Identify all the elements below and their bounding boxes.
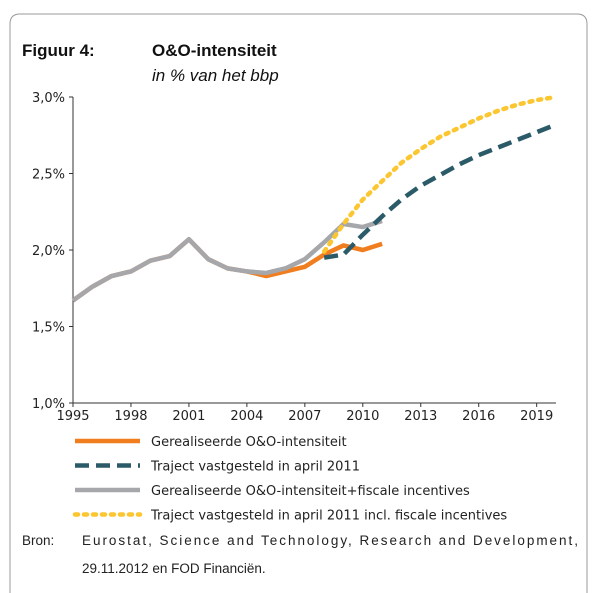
legend-label: Traject vastgesteld in april 2011 [150, 460, 360, 475]
x-tick-label: 2016 [462, 409, 495, 424]
x-tick-label: 1995 [56, 409, 89, 424]
source-text: 29.11.2012 en FOD Financiën. [82, 561, 266, 576]
y-tick-label: 3,0% [32, 91, 65, 106]
series-line [321, 94, 559, 254]
source-text: Eurostat, Science and Technology, Resear… [82, 533, 578, 548]
x-tick-label: 2019 [520, 409, 553, 424]
legend-label: Gerealiseerde O&O-intensiteit [151, 435, 347, 450]
x-tick-label: 2001 [172, 409, 205, 424]
y-tick-label: 1,0% [32, 397, 65, 412]
chart-subtitle: in % van het bbp [152, 66, 279, 85]
x-tick-label: 1998 [114, 409, 147, 424]
series-line [71, 218, 383, 303]
y-tick-label: 1,5% [32, 321, 65, 336]
legend-label: Traject vastgesteld in april 2011 incl. … [150, 509, 507, 524]
x-tick-label: 2013 [404, 409, 437, 424]
series-line [323, 122, 557, 260]
legend-label: Gerealiseerde O&O-intensiteit+fiscale in… [151, 484, 470, 499]
frame [9, 13, 588, 593]
y-tick-label: 2,0% [32, 244, 65, 259]
x-tick-label: 2010 [346, 409, 379, 424]
chart-title: O&O-intensiteit [152, 41, 277, 60]
x-tick-label: 2007 [288, 409, 321, 424]
title-label: Figuur 4: [22, 41, 95, 60]
x-tick-label: 2004 [230, 409, 263, 424]
y-tick-label: 2,5% [32, 168, 65, 183]
source-label: Bron: [22, 533, 54, 548]
